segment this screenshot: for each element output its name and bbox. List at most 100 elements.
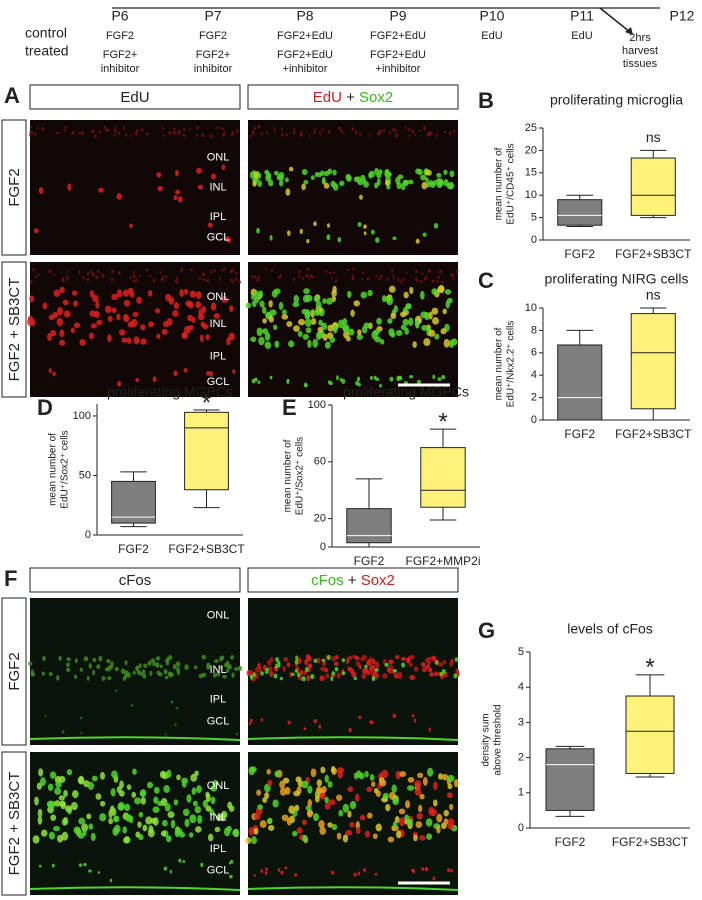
cell — [354, 656, 360, 661]
harvest-text: tissues — [623, 58, 658, 70]
y-tick-label: 60 — [314, 456, 326, 468]
cell — [201, 672, 207, 678]
cell — [330, 676, 334, 682]
cell — [447, 868, 451, 873]
cell — [122, 826, 127, 834]
cell — [371, 781, 376, 788]
cell — [259, 300, 265, 308]
cell — [292, 131, 296, 135]
cell — [379, 779, 387, 787]
y-axis-label: EdU⁺/CD45⁺ cells — [506, 143, 517, 224]
cell — [341, 658, 346, 663]
cell — [235, 271, 238, 275]
cell — [450, 658, 455, 664]
control-text: FGF2+EdU — [277, 30, 333, 42]
cell — [292, 301, 300, 308]
cell — [301, 819, 307, 826]
layer-label: INL — [209, 812, 226, 824]
cell — [423, 338, 431, 347]
cell — [147, 290, 153, 297]
cell — [370, 229, 375, 235]
cell — [210, 269, 213, 274]
cell — [353, 676, 358, 681]
cell — [161, 126, 164, 130]
cell — [306, 239, 310, 244]
y-axis-label: mean number of — [48, 433, 59, 506]
panel-letter: B — [478, 88, 494, 113]
cell — [397, 671, 402, 677]
cell — [421, 181, 428, 190]
cell — [284, 177, 289, 183]
cell — [353, 872, 357, 877]
row-label-box — [1, 751, 27, 896]
cell — [121, 337, 128, 343]
cell — [47, 333, 52, 342]
layer-label: GCL — [207, 231, 230, 243]
cell — [223, 130, 226, 133]
cell — [182, 860, 186, 863]
cell — [64, 125, 67, 130]
cell — [168, 131, 171, 135]
cell — [261, 306, 267, 315]
cell — [278, 172, 285, 179]
cell — [442, 660, 447, 665]
cell — [182, 331, 188, 339]
y-tick-label: 0 — [85, 529, 91, 541]
cell — [106, 658, 111, 664]
cell — [183, 367, 188, 373]
cell — [452, 277, 455, 280]
cell — [118, 790, 125, 797]
cell — [357, 221, 362, 227]
cell — [366, 658, 372, 665]
cell — [134, 797, 141, 805]
cell — [326, 234, 331, 241]
cell — [341, 671, 346, 675]
cell — [445, 300, 450, 309]
cell — [32, 835, 40, 844]
cell — [30, 669, 34, 675]
cell — [363, 667, 369, 673]
cell — [37, 815, 43, 825]
cell — [298, 275, 301, 278]
cell — [407, 179, 414, 185]
cell — [95, 793, 102, 800]
cell — [320, 666, 326, 672]
cell — [432, 179, 437, 187]
cell — [430, 131, 433, 135]
cell — [346, 268, 349, 272]
cell — [74, 658, 78, 664]
cell — [257, 180, 262, 187]
cell — [316, 779, 323, 787]
cell — [319, 675, 325, 682]
cell — [376, 131, 379, 136]
cell — [169, 869, 172, 874]
cell — [435, 660, 439, 665]
cell — [313, 130, 316, 134]
cell — [104, 667, 109, 672]
cell — [196, 785, 202, 794]
panel-letter: F — [4, 566, 17, 591]
cell — [385, 803, 391, 812]
cell — [178, 130, 181, 134]
cell — [147, 660, 152, 666]
cell — [77, 776, 85, 785]
cell — [334, 279, 338, 283]
cell — [226, 337, 231, 346]
cell — [175, 189, 181, 195]
cell — [321, 658, 326, 663]
y-tick-label: 20 — [314, 513, 326, 525]
cell — [184, 664, 189, 671]
cell — [48, 368, 52, 374]
cell — [306, 808, 313, 818]
cell — [288, 166, 294, 172]
cell — [80, 132, 84, 135]
cell — [317, 326, 323, 333]
cell — [363, 224, 367, 229]
cell — [292, 278, 296, 281]
cell — [264, 332, 271, 341]
cell — [97, 871, 100, 874]
cell — [321, 128, 324, 132]
cell — [139, 789, 147, 798]
cell — [56, 675, 60, 681]
y-tick-label: 25 — [525, 122, 537, 134]
